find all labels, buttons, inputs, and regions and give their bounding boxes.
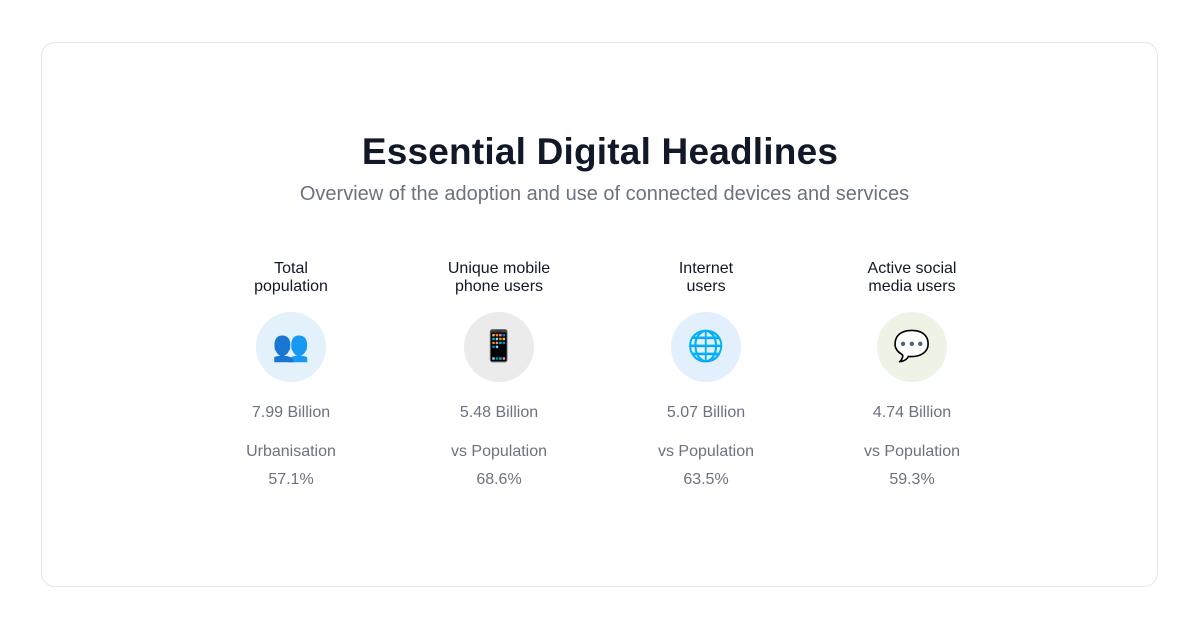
stat-label: Unique mobile phone users bbox=[409, 260, 589, 300]
stat-label-line: media users bbox=[868, 278, 956, 295]
page-subtitle: Overview of the adoption and use of conn… bbox=[299, 183, 910, 205]
stat-label-line: population bbox=[254, 278, 328, 295]
stat-value: 7.99 Billion bbox=[251, 404, 331, 421]
speech-bubble-icon: 💬 bbox=[877, 312, 947, 382]
globe-icon: 🌐 bbox=[671, 312, 741, 382]
stat-value: 5.48 Billion bbox=[459, 404, 539, 421]
stat-sub-label: vs Population bbox=[657, 443, 755, 460]
stat-label-line: Total bbox=[274, 260, 308, 277]
stat-percent: 57.1% bbox=[268, 471, 314, 488]
stat-label: Internet users bbox=[616, 260, 796, 300]
stat-label-line: phone users bbox=[454, 278, 544, 295]
stat-internet-users: Internet users 🌐 5.07 Billion vs Populat… bbox=[616, 260, 796, 490]
headlines-card bbox=[41, 42, 1158, 587]
stat-percent: 68.6% bbox=[476, 471, 522, 488]
stat-social-media-users: Active social media users 💬 4.74 Billion… bbox=[822, 260, 1002, 490]
stat-label: Active social media users bbox=[822, 260, 1002, 300]
stat-sub-label: vs Population bbox=[450, 443, 548, 460]
stat-percent: 63.5% bbox=[683, 471, 729, 488]
mobile-phone-icon: 📱 bbox=[464, 312, 534, 382]
people-icon: 👥 bbox=[256, 312, 326, 382]
stat-label-line: Active social bbox=[867, 260, 957, 277]
stat-mobile-users: Unique mobile phone users 📱 5.48 Billion… bbox=[409, 260, 589, 490]
stat-label-line: users bbox=[686, 278, 726, 295]
stat-value: 4.74 Billion bbox=[872, 404, 952, 421]
stat-value: 5.07 Billion bbox=[666, 404, 746, 421]
stat-sub-label: Urbanisation bbox=[246, 443, 336, 460]
stat-label-line: Unique mobile bbox=[447, 260, 551, 277]
stat-sub-label: vs Population bbox=[863, 443, 961, 460]
stat-label: Total population bbox=[201, 260, 381, 300]
page-title: Essential Digital Headlines bbox=[361, 131, 839, 172]
stat-total-population: Total population 👥 7.99 Billion Urbanisa… bbox=[201, 260, 381, 490]
stat-percent: 59.3% bbox=[889, 471, 935, 488]
stat-label-line: Internet bbox=[678, 260, 734, 277]
